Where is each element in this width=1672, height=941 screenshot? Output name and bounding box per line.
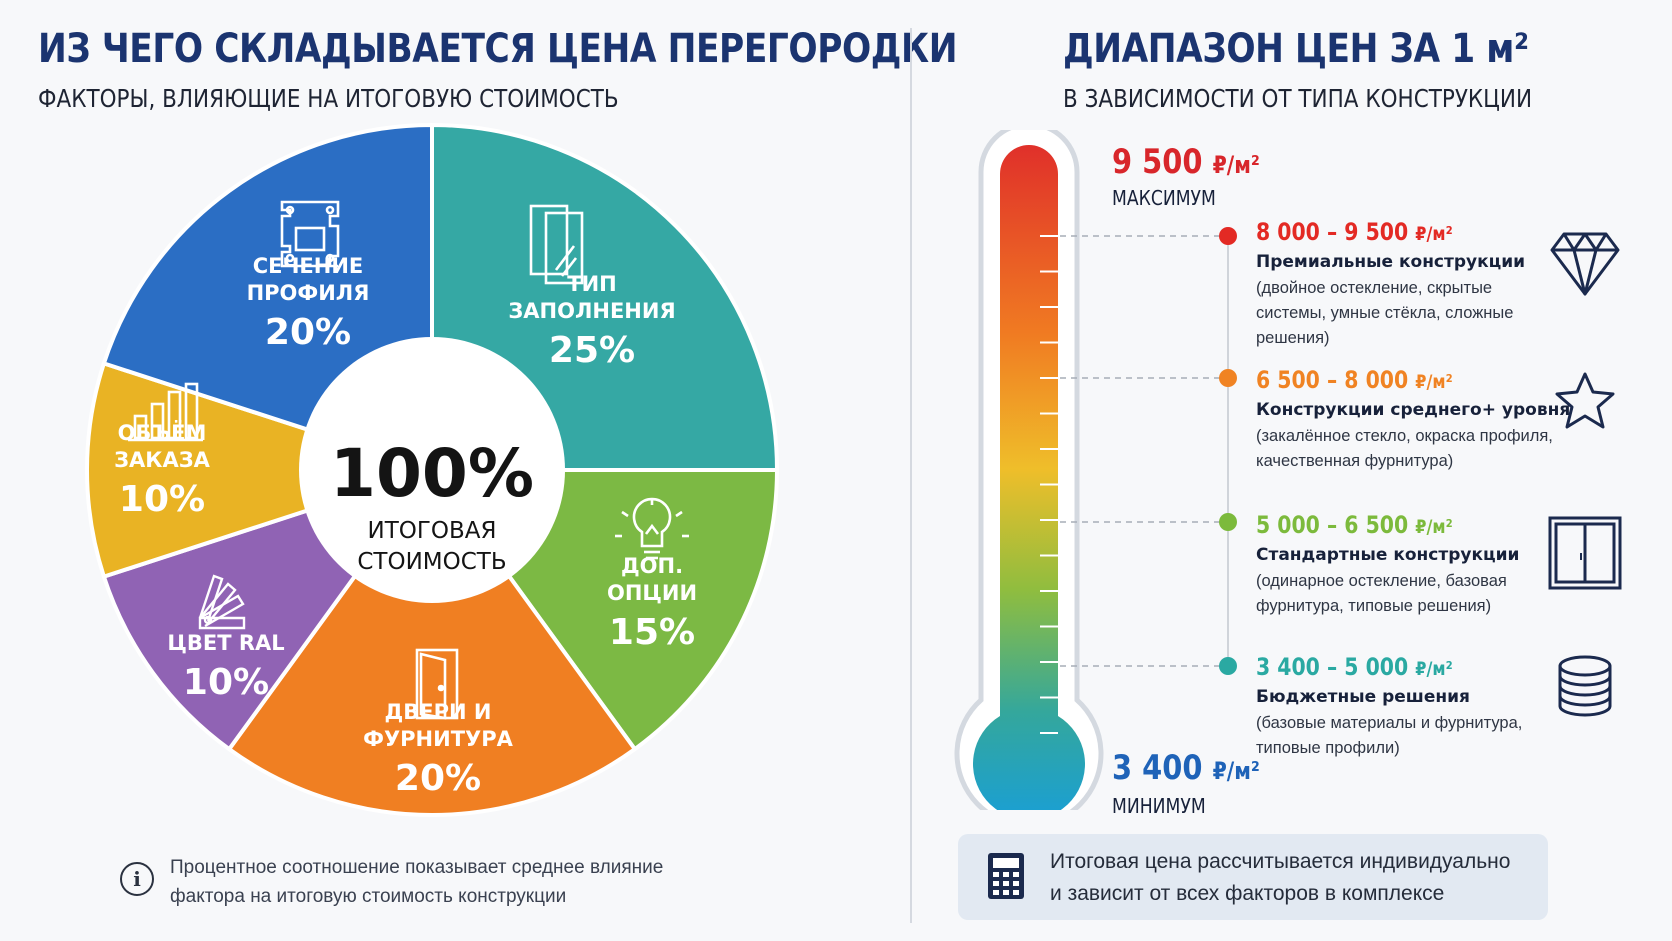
thermometer-gauge (954, 130, 1104, 810)
pie-slice-label-2-0: ДВЕРИ И (385, 700, 492, 724)
tier-connectors (1060, 227, 1237, 675)
pie-slice-value-5: 20% (265, 312, 351, 353)
tier-icons (1548, 232, 1622, 717)
pie-slice-4 (85, 360, 439, 580)
tier-mid-range: 6 500 – 8 000 (1256, 366, 1409, 394)
tier-budget-name: Бюджетные решения (1256, 687, 1470, 707)
left-title: ИЗ ЧЕГО СКЛАДЫВАЕТСЯ ЦЕНА ПЕРЕГОРОДКИ (38, 26, 958, 72)
tier-mid-unit: ₽/м² (1415, 371, 1453, 393)
tier-standard-name: Стандартные конструкции (1256, 545, 1520, 565)
pie-slice-value-4: 10% (119, 479, 205, 520)
min-price-label: МИНИМУМ (1112, 794, 1206, 818)
bar-chart-icon (128, 382, 203, 442)
summary-text: Итоговая цена рассчитывается индивидуаль… (1050, 846, 1510, 910)
right-subtitle: В ЗАВИСИМОСТИ ОТ ТИПА КОНСТРУКЦИИ (1063, 84, 1533, 113)
tier-budget-desc: (базовые материалы и фурнитура, типовые … (1256, 714, 1523, 757)
pie-center-label-line-2: СТОИМОСТЬ (357, 549, 506, 575)
tier-premium-name: Премиальные конструкции (1256, 252, 1526, 272)
tier-dot-3 (1219, 657, 1237, 675)
pie-slice-label-0-1: ЗАПОЛНЕНИЯ (508, 299, 675, 323)
left-subtitle: ФАКТОРЫ, ВЛИЯЮЩИЕ НА ИТОГОВУЮ СТОИМОСТЬ (38, 84, 619, 113)
star-icon (1555, 372, 1615, 429)
pie-chart: 100% ИТОГОВАЯ СТОИМОСТЬ ТИПЗАПОЛНЕНИЯ25%… (85, 125, 777, 817)
pie-slice-value-0: 25% (549, 330, 635, 371)
window-icon (1548, 516, 1622, 590)
min-price-unit: ₽/м² (1212, 757, 1260, 785)
tier-premium-range: 8 000 – 9 500 (1256, 218, 1409, 246)
pie-slice-label-4-1: ЗАКАЗА (114, 448, 211, 472)
tier-budget: 3 400 – 5 000 ₽/м² Бюджетные решения (ба… (1256, 653, 1556, 761)
tier-dot-2 (1219, 513, 1237, 531)
tier-mid-name: Конструкции среднего+ уровня (1256, 400, 1571, 420)
tier-standard-desc: (одинарное остекление, базовая фурнитура… (1256, 572, 1507, 615)
left-footnote-line-1: Процентное соотношение показывает средне… (170, 857, 664, 878)
light-bulb-icon (615, 497, 689, 560)
color-fan-icon (198, 574, 246, 630)
tier-dot-0 (1219, 227, 1237, 245)
pie-slice-2 (226, 466, 638, 817)
pie-slice-label-3-0: ЦВЕТ RAL (167, 631, 284, 655)
pie-slice-label-5-1: ПРОФИЛЯ (247, 281, 370, 305)
max-price: 9 500 ₽/м² (1112, 142, 1286, 182)
thermometer-fill (973, 145, 1085, 810)
tier-premium: 8 000 – 9 500 ₽/м² Премиальные конструкц… (1256, 218, 1556, 351)
diamond-icon (1550, 232, 1620, 296)
pie-slice-value-3: 10% (183, 662, 269, 703)
pie-center-label-line-1: ИТОГОВАЯ (368, 518, 497, 544)
tier-standard: 5 000 – 6 500 ₽/м² Стандартные конструкц… (1256, 511, 1556, 619)
pie-slice-value-1: 15% (609, 612, 695, 653)
left-footnote: Процентное соотношение показывает средне… (170, 853, 663, 911)
profile-section-icon (280, 200, 340, 268)
calculator-icon (988, 853, 1024, 899)
right-title: ДИАПАЗОН ЦЕН ЗА 1 м² (1063, 26, 1529, 72)
max-price-unit: ₽/м² (1212, 151, 1260, 179)
pie-center-circle (299, 337, 565, 603)
summary-box (958, 834, 1548, 920)
min-price-value: 3 400 (1112, 748, 1203, 788)
info-icon: i (120, 862, 154, 896)
door-icon (415, 648, 459, 720)
max-price-value: 9 500 (1112, 142, 1203, 182)
pie-slice-value-2: 20% (395, 758, 481, 799)
coins-icon (1558, 655, 1612, 717)
min-price: 3 400 ₽/м² (1112, 748, 1286, 788)
summary-text-line-1: Итоговая цена рассчитывается индивидуаль… (1050, 850, 1511, 873)
glass-panel-icon (529, 204, 584, 285)
left-footnote-line-2: фактора на итоговую стоимость конструкци… (170, 886, 567, 907)
pie-center-value: 100% (330, 435, 534, 512)
tier-dot-1 (1219, 369, 1237, 387)
column-divider (910, 28, 912, 923)
tier-mid: 6 500 – 8 000 ₽/м² Конструкции среднего+… (1256, 366, 1570, 474)
tier-standard-range: 5 000 – 6 500 (1256, 511, 1409, 539)
pie-slice-label-1-1: ОПЦИИ (607, 581, 697, 605)
tier-standard-unit: ₽/м² (1415, 516, 1453, 538)
tier-budget-unit: ₽/м² (1415, 658, 1453, 680)
pie-slice-label-2-1: ФУРНИТУРА (363, 727, 513, 751)
tier-mid-desc: (закалённое стекло, окраска профиля, кач… (1256, 427, 1553, 470)
summary-text-line-2: и зависит от всех факторов в комплексе (1050, 882, 1445, 905)
max-price-label: МАКСИМУМ (1112, 186, 1216, 210)
tier-premium-desc: (двойное остекление, скрытые системы, ум… (1256, 279, 1514, 347)
tier-budget-range: 3 400 – 5 000 (1256, 653, 1409, 681)
tier-premium-unit: ₽/м² (1415, 223, 1453, 245)
